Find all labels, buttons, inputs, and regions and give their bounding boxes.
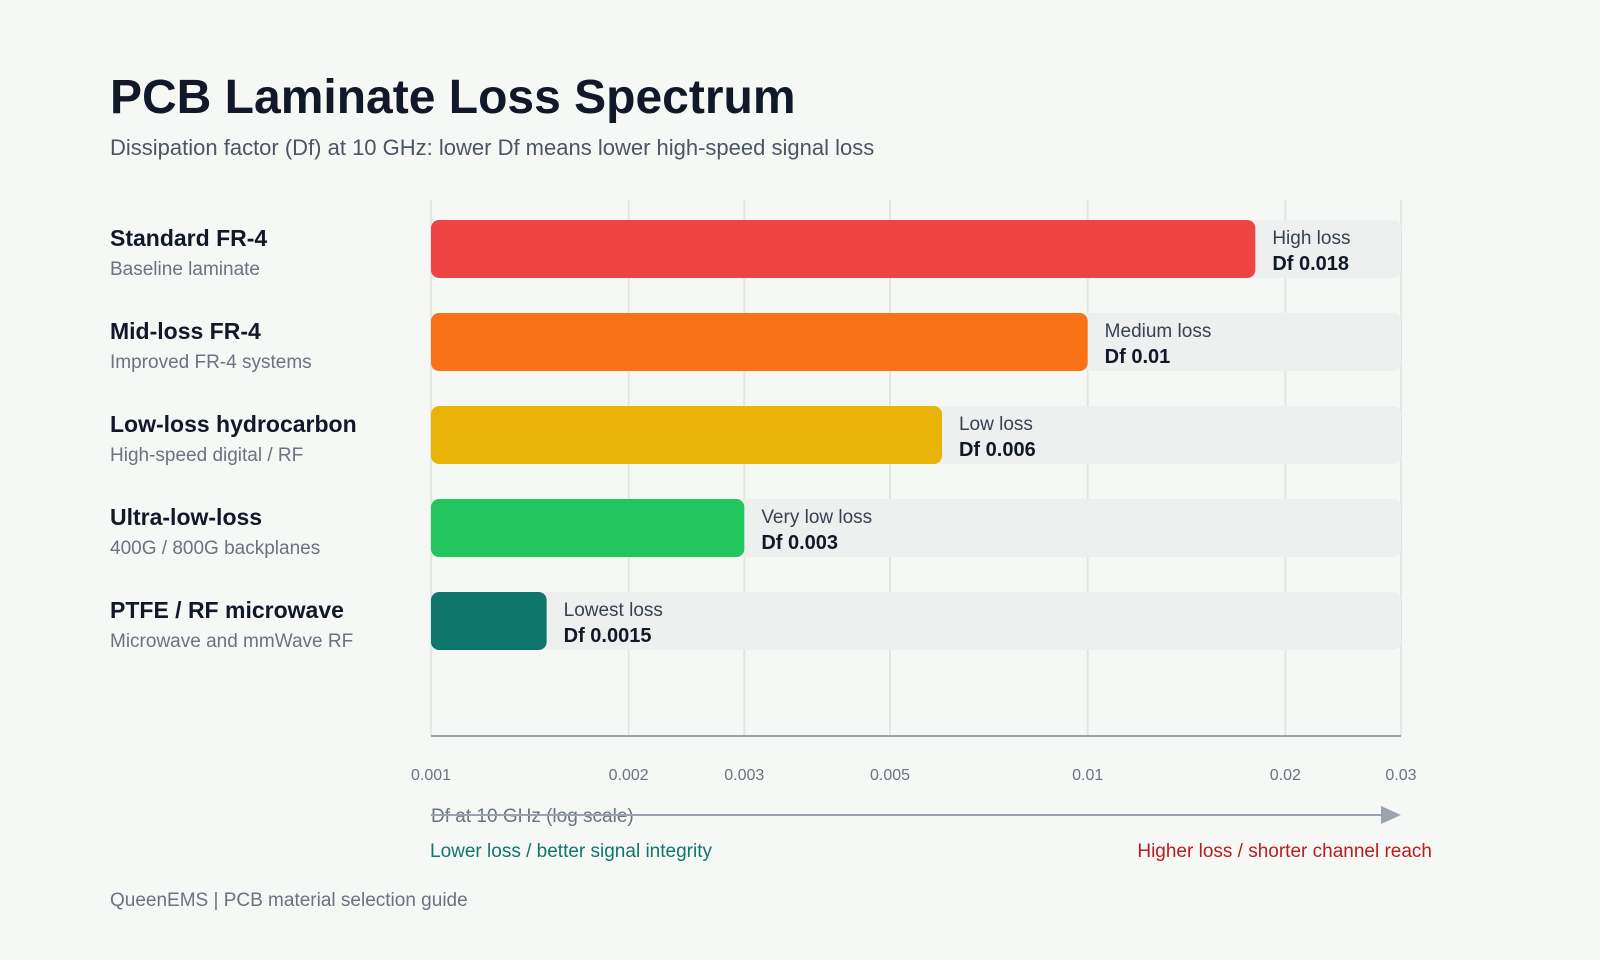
- category-name: PTFE / RF microwave: [110, 597, 344, 623]
- category-subtitle: Baseline laminate: [110, 259, 260, 280]
- bar: [431, 592, 547, 650]
- footer-source: QueenEMS | PCB material selection guide: [110, 890, 468, 911]
- data-label: Df 0.003: [761, 532, 838, 554]
- x-axis-title: Df at 10 GHz (log scale): [431, 806, 634, 827]
- x-tick-label: 0.03: [1385, 767, 1416, 784]
- data-label: Df 0.018: [1272, 253, 1349, 275]
- higher-loss-note: Higher loss / shorter channel reach: [1137, 841, 1432, 862]
- bar: [431, 499, 745, 557]
- category-subtitle: 400G / 800G backplanes: [110, 538, 320, 559]
- loss-label: Lowest loss: [564, 600, 663, 621]
- category-subtitle: High-speed digital / RF: [110, 445, 303, 466]
- loss-label: Medium loss: [1105, 321, 1212, 342]
- loss-label: Low loss: [959, 414, 1033, 435]
- x-tick-label: 0.01: [1072, 767, 1103, 784]
- category-name: Low-loss hydrocarbon: [110, 411, 357, 437]
- category-subtitle: Improved FR-4 systems: [110, 352, 312, 373]
- bar-track: [431, 592, 1401, 650]
- category-name: Standard FR-4: [110, 225, 267, 251]
- data-label: Df 0.0015: [564, 625, 652, 647]
- loss-label: Very low loss: [761, 507, 872, 528]
- category-name: Ultra-low-loss: [110, 504, 262, 530]
- data-label: Df 0.006: [959, 439, 1036, 461]
- x-tick-label: 0.001: [411, 767, 451, 784]
- data-label: Df 0.01: [1105, 346, 1171, 368]
- x-tick-label: 0.003: [724, 767, 764, 784]
- row-labels: Standard FR-4 Baseline laminate Mid-loss F…: [110, 225, 357, 652]
- lower-loss-note: Lower loss / better signal integrity: [430, 841, 712, 862]
- grid-lines: [430, 200, 1402, 736]
- x-axis: 0.001 0.002 0.003 0.005 0.01 0.02 0.03 Df at 10…: [411, 735, 1417, 827]
- bars: [431, 220, 1256, 650]
- bar-labels: High loss Df 0.018 Medium loss Df 0.01 Low l…: [564, 228, 1351, 647]
- x-tick-label: 0.002: [609, 767, 649, 784]
- bar: [431, 313, 1088, 371]
- loss-label: High loss: [1272, 228, 1350, 249]
- x-tick-label: 0.005: [870, 767, 910, 784]
- x-tick-label: 0.02: [1270, 767, 1301, 784]
- axis-arrow-head: [1381, 806, 1401, 824]
- chart-title: PCB Laminate Loss Spectrum: [110, 71, 796, 124]
- category-subtitle: Microwave and mmWave RF: [110, 631, 353, 652]
- category-name: Mid-loss FR-4: [110, 318, 261, 344]
- bar: [431, 220, 1256, 278]
- chart-subtitle: Dissipation factor (Df) at 10 GHz: lower…: [110, 135, 875, 160]
- bar: [431, 406, 942, 464]
